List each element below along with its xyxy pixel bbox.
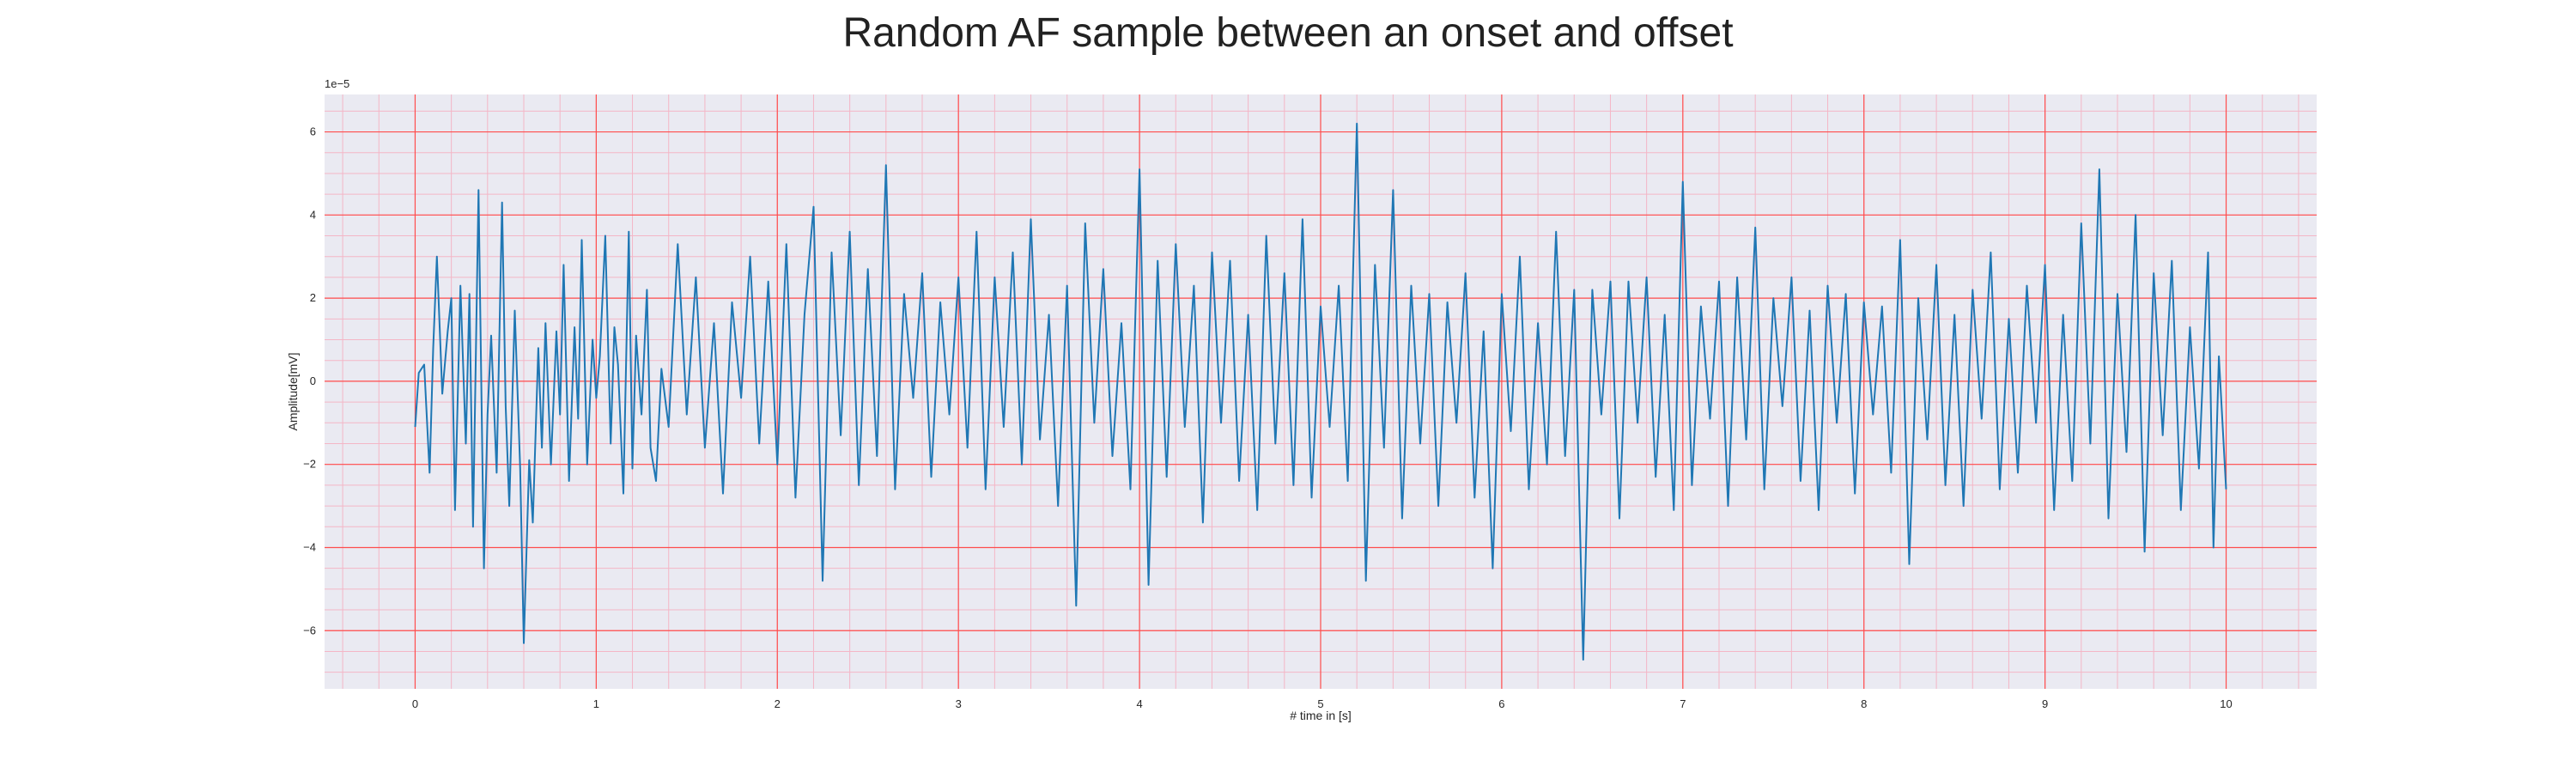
x-tick-label: 10 [2220,697,2232,710]
y-axis-label: Amplitude[mV] [286,352,300,430]
x-tick-label: 2 [775,697,781,710]
x-tick-label: 6 [1498,697,1504,710]
y-tick-label: −4 [303,540,316,553]
y-tick-label: 6 [310,125,316,138]
y-axis-ticks: −6 −4 −2 0 2 4 6 [303,125,316,637]
x-tick-label: 7 [1680,697,1686,710]
x-tick-label: 5 [1317,697,1323,710]
x-tick-label: 1 [593,697,599,710]
x-tick-label: 3 [956,697,962,710]
y-tick-label: 0 [310,374,316,387]
y-tick-label: 2 [310,291,316,304]
x-tick-label: 0 [412,697,418,710]
x-axis-ticks: 0 1 2 3 4 5 6 7 8 9 10 [412,697,2233,710]
series-line [414,122,2227,661]
y-axis-scale-label: 1e−5 [325,77,349,90]
chart-title: Random AF sample between an onset and of… [842,10,1733,56]
x-axis-label: # time in [s] [1290,709,1352,722]
plot-area [325,94,2317,689]
y-tick-label: −2 [303,458,316,471]
x-tick-label: 8 [1861,697,1867,710]
y-tick-label: −6 [303,624,316,636]
y-tick-label: 4 [310,208,316,221]
x-tick-label: 4 [1136,697,1142,710]
x-tick-label: 9 [2042,697,2048,710]
